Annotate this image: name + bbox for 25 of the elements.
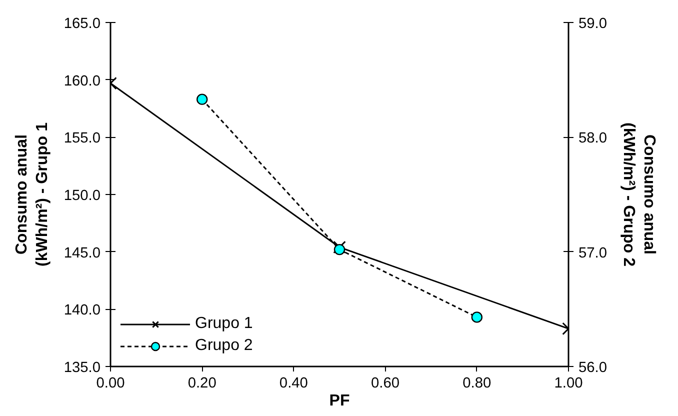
point: [334, 244, 346, 256]
y-tick-label: 145.0: [64, 245, 101, 262]
legend-label: Grupo 2: [195, 337, 253, 355]
x-tick-label: 1.00: [554, 376, 583, 392]
y2-tick-label: 56.0: [578, 360, 608, 376]
y2-tick-label: 57.0: [578, 245, 608, 262]
y-tick-label: 155.0: [64, 130, 101, 147]
y2-tick-label: 59.0: [578, 16, 608, 32]
legend-label: Grupo 1: [195, 315, 253, 333]
x-tick-label: 0.00: [96, 376, 125, 392]
x-tick-label: 0.40: [279, 376, 308, 392]
y-axis-title: Consumo anual (kWh/m²) - Grupo 1: [13, 122, 51, 266]
x-tick-label: 0.80: [462, 376, 492, 392]
y2-tick-label: 58.0: [578, 130, 608, 147]
x-axis-title: PF: [329, 392, 350, 410]
y2-axis-title: Consumo anual (kWh/m²) - Grupo 2: [620, 122, 658, 267]
y-tick-label: 140.0: [64, 302, 101, 319]
x-tick-label: 0.60: [371, 376, 400, 392]
point: [196, 94, 208, 105]
x-tick-label: 0.20: [188, 376, 216, 392]
y-tick-label: 135.0: [64, 360, 101, 376]
point: [471, 312, 482, 323]
y-tick-label: 150.0: [64, 188, 101, 204]
y-tick-label: 160.0: [64, 73, 101, 90]
y-tick-label: 165.0: [64, 16, 101, 32]
